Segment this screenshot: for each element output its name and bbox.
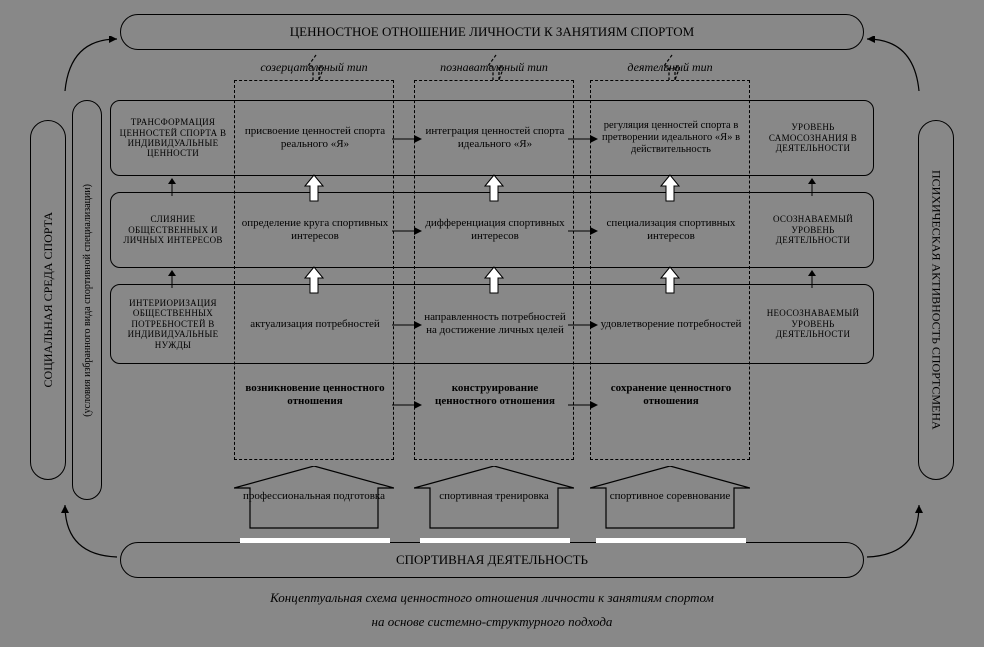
va-left-r3r2 bbox=[166, 270, 178, 288]
harrow-r1-23 bbox=[568, 132, 598, 144]
r3-c2: направленность потребностей на достижени… bbox=[420, 284, 570, 364]
left-sub: (условия избранного вида спортивной спец… bbox=[82, 184, 93, 417]
va-left-r2r1 bbox=[166, 178, 178, 196]
white-arrow-r2r1-c2 bbox=[484, 174, 504, 202]
white-arrow-r3r2-c3 bbox=[660, 266, 680, 294]
harrow-ph-12 bbox=[392, 398, 422, 410]
r2-c2: дифференциация спортивных интересов bbox=[420, 192, 570, 268]
top-title: ЦЕННОСТНОЕ ОТНОШЕНИЕ ЛИЧНОСТИ К ЗАНЯТИЯМ… bbox=[290, 24, 694, 40]
white-underline-2 bbox=[420, 538, 570, 543]
left-title-pill: СОЦИАЛЬНАЯ СРЕДА СПОРТА bbox=[30, 120, 66, 480]
phase-1: возникновение ценностного отношения bbox=[240, 382, 390, 408]
left-sub-pill: (условия избранного вида спортивной спец… bbox=[72, 100, 102, 500]
white-arrow-r3r2-c2 bbox=[484, 266, 504, 294]
harrow-ph-23 bbox=[568, 398, 598, 410]
right-title-pill: ПСИХИЧЕСКАЯ АКТИВНОСТЬ СПОРТСМЕНА bbox=[918, 120, 954, 480]
caption-line-2: на основе системно-структурного подхода bbox=[0, 614, 984, 630]
white-underline-1 bbox=[240, 538, 390, 543]
caption-line-1: Концептуальная схема ценностного отношен… bbox=[0, 590, 984, 606]
r1-right: УРОВЕНЬ САМОСОЗНАНИЯ В ДЕЯТЕЛЬНОСТИ bbox=[760, 100, 866, 176]
r1-c1: присвоение ценностей спорта реального «Я… bbox=[240, 100, 390, 176]
left-title: СОЦИАЛЬНАЯ СРЕДА СПОРТА bbox=[41, 212, 56, 387]
phase-3: сохранение ценностного отношения bbox=[596, 382, 746, 408]
harrow-r2-12 bbox=[392, 224, 422, 236]
right-title: ПСИХИЧЕСКАЯ АКТИВНОСТЬ СПОРТСМЕНА bbox=[929, 170, 944, 430]
big-arrow-1: профессиональная подготовка bbox=[234, 466, 394, 530]
frame-arrow-bottom-right bbox=[864, 500, 924, 560]
frame-arrow-top-right bbox=[864, 36, 924, 96]
r3-c1: актуализация потребностей bbox=[240, 284, 390, 364]
white-arrow-r2r1-c3 bbox=[660, 174, 680, 202]
frame-arrow-bottom-left bbox=[60, 500, 120, 560]
frame-arrow-top-left bbox=[60, 36, 120, 96]
harrow-r3-12 bbox=[392, 318, 422, 330]
top-title-pill: ЦЕННОСТНОЕ ОТНОШЕНИЕ ЛИЧНОСТИ К ЗАНЯТИЯМ… bbox=[120, 14, 864, 50]
white-arrow-r2r1-c1 bbox=[304, 174, 324, 202]
big-arrow-1-label: профессиональная подготовка bbox=[234, 490, 394, 502]
r2-c3: специализация спортивных интересов bbox=[596, 192, 746, 268]
harrow-r2-23 bbox=[568, 224, 598, 236]
va-right-r3r2 bbox=[806, 270, 818, 288]
r2-c1: определение круга спортивных интересов bbox=[240, 192, 390, 268]
big-arrow-2-label: спортивная тренировка bbox=[414, 490, 574, 502]
col-header-1: созерцательный тип bbox=[234, 60, 394, 75]
white-arrow-r3r2-c1 bbox=[304, 266, 324, 294]
white-underline-3 bbox=[596, 538, 746, 543]
col-header-2: познавательный тип bbox=[414, 60, 574, 75]
phase-2: конструирование ценностного отношения bbox=[420, 382, 570, 408]
r2-right: ОСОЗНАВАЕМЫЙ УРОВЕНЬ ДЕЯТЕЛЬНОСТИ bbox=[760, 192, 866, 268]
r2-left: СЛИЯНИЕ ОБЩЕСТВЕННЫХ И ЛИЧНЫХ ИНТЕРЕСОВ bbox=[118, 192, 228, 268]
big-arrow-2: спортивная тренировка bbox=[414, 466, 574, 530]
va-right-r2r1 bbox=[806, 178, 818, 196]
harrow-r1-12 bbox=[392, 132, 422, 144]
r1-left: ТРАНСФОРМАЦИЯ ЦЕННОСТЕЙ СПОРТА В ИНДИВИД… bbox=[118, 100, 228, 176]
col-header-3: деятельный тип bbox=[590, 60, 750, 75]
r1-c3: регуляция ценностей спорта в претворении… bbox=[596, 100, 746, 176]
harrow-r3-23 bbox=[568, 318, 598, 330]
big-arrow-3-label: спортивное соревнование bbox=[590, 490, 750, 502]
r3-right: НЕОСОЗНАВАЕМЫЙ УРОВЕНЬ ДЕЯТЕЛЬНОСТИ bbox=[760, 284, 866, 364]
big-arrow-3: спортивное соревнование bbox=[590, 466, 750, 530]
bottom-title-pill: СПОРТИВНАЯ ДЕЯТЕЛЬНОСТЬ bbox=[120, 542, 864, 578]
bottom-title: СПОРТИВНАЯ ДЕЯТЕЛЬНОСТЬ bbox=[396, 552, 588, 568]
r3-c3: удовлетворение потребностей bbox=[596, 284, 746, 364]
r1-c2: интеграция ценностей спорта идеального «… bbox=[420, 100, 570, 176]
r3-left: ИНТЕРИОРИЗАЦИЯ ОБЩЕСТВЕННЫХ ПОТРЕБНОСТЕЙ… bbox=[118, 284, 228, 364]
